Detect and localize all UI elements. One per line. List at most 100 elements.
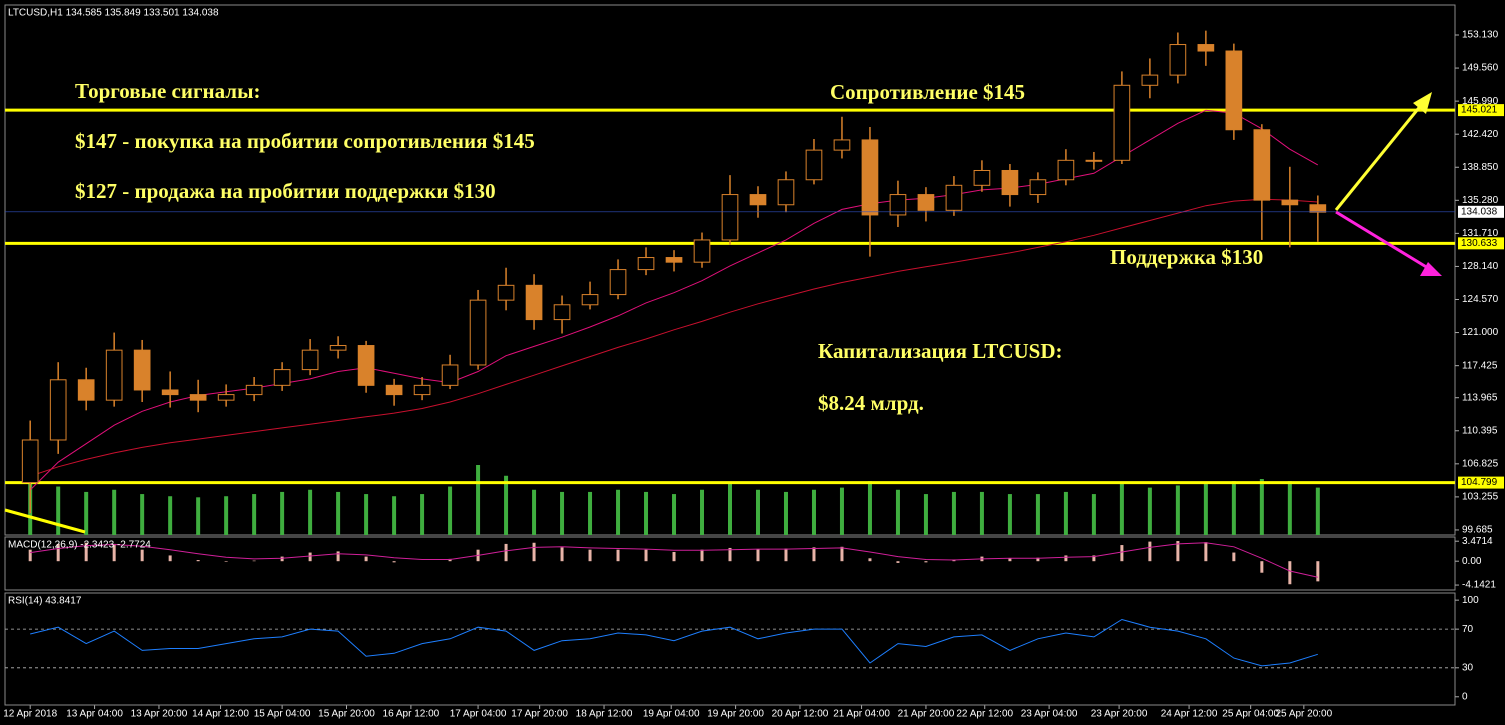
x-tick-label: 22 Apr 12:00 <box>956 709 1013 720</box>
level-label-box <box>1458 476 1504 489</box>
candle-body <box>525 284 543 321</box>
x-tick-label: 13 Apr 20:00 <box>131 709 188 720</box>
y-tick-label: 153.130 <box>1462 30 1499 41</box>
candle-body <box>749 194 767 206</box>
volume-bar <box>1287 481 1292 535</box>
candle-body <box>469 299 487 366</box>
macd-bar <box>756 549 760 562</box>
rsi-line <box>30 618 1318 667</box>
y-tick-label: 113.965 <box>1462 392 1498 403</box>
macd-bar <box>28 549 32 562</box>
annotation: $147 - покупка на пробитии сопротивления… <box>75 129 535 153</box>
macd-bar <box>896 561 900 563</box>
x-tick-label: 24 Apr 12:00 <box>1161 709 1218 720</box>
annotation: $8.24 млрд. <box>818 391 924 415</box>
macd-bar <box>1176 541 1180 562</box>
level-label: 145.021 <box>1461 105 1498 116</box>
candle-body <box>665 257 683 263</box>
x-tick-label: 14 Apr 12:00 <box>192 709 249 720</box>
plot: 153.130 149.560 145.990 142.420 138.850 135.2… <box>3 4 1504 720</box>
volume-bar <box>644 491 649 535</box>
volume-bar <box>84 491 89 535</box>
macd-bar <box>1232 552 1236 562</box>
y-tick-label: 135.280 <box>1462 195 1499 206</box>
macd-bar <box>196 560 200 562</box>
y-tick-label: 106.825 <box>1462 458 1499 469</box>
volume-bar <box>616 489 621 535</box>
volume-bar <box>560 491 565 535</box>
volume-bar <box>1119 483 1124 535</box>
arrow-up <box>1334 103 1424 211</box>
arrow-head <box>1420 262 1442 276</box>
panel-title: MACD(12,26,9) -2.3423 -2.7724 <box>8 540 151 551</box>
macd-bar <box>1008 558 1012 562</box>
candle-body <box>189 394 207 401</box>
y-tick-label: 124.570 <box>1462 294 1499 305</box>
candle-body <box>1141 74 1159 86</box>
volume-bar <box>196 497 201 535</box>
y-tick-label: 0.00 <box>1462 556 1482 567</box>
y-tick-label: 121.000 <box>1462 327 1499 338</box>
x-tick-label: 12 Apr 2018 <box>3 709 57 720</box>
candle-body <box>1281 199 1299 206</box>
x-tick-label: 23 Apr 20:00 <box>1091 709 1148 720</box>
volume-bar <box>979 491 984 535</box>
macd-bar <box>448 558 452 562</box>
candle-body <box>301 349 319 371</box>
volume-bar <box>504 475 509 535</box>
macd-bar <box>280 556 284 562</box>
macd-bar <box>140 549 144 562</box>
annotation: Поддержка $130 <box>1110 245 1263 269</box>
macd-bar <box>112 543 116 562</box>
volume-bar <box>420 494 425 535</box>
annotation: Сопротивление $145 <box>830 80 1025 104</box>
candle-body <box>693 239 711 263</box>
y-tick-label: -4.1421 <box>1462 580 1496 591</box>
macd-bar <box>924 561 928 563</box>
y-tick-label: 0 <box>1462 691 1468 702</box>
signal-line <box>30 542 1318 578</box>
macd-bar <box>252 560 256 562</box>
macd-bar <box>364 556 368 562</box>
x-tick-label: 17 Apr 04:00 <box>450 709 507 720</box>
y-tick-label: 131.710 <box>1462 228 1499 239</box>
y-tick-label: 110.395 <box>1462 425 1498 436</box>
panel-frame <box>4 592 1456 706</box>
candle-body <box>1225 50 1243 131</box>
candle-body <box>833 139 851 151</box>
last-price-label: 134.038 <box>1461 206 1498 217</box>
x-tick-label: 18 Apr 12:00 <box>576 709 633 720</box>
candle-body <box>637 257 655 271</box>
candle-body <box>917 194 935 211</box>
y-tick-label: 138.850 <box>1462 162 1499 173</box>
y-tick-label: 145.990 <box>1462 96 1499 107</box>
volume-bar <box>1315 487 1320 535</box>
arrow-head <box>1413 92 1432 114</box>
candle-body <box>1197 44 1215 52</box>
macd-bar <box>672 551 676 562</box>
candle-body <box>49 379 67 441</box>
candle-body <box>861 139 879 216</box>
y-tick-label: 30 <box>1462 662 1474 673</box>
x-tick-label: 19 Apr 20:00 <box>707 709 764 720</box>
macd-bar <box>1148 541 1152 562</box>
candle-body <box>1113 84 1131 161</box>
macd-bar <box>784 548 788 562</box>
x-tick-label: 25 Apr 20:00 <box>1275 709 1332 720</box>
candle-body <box>329 345 347 351</box>
volume-bar <box>224 496 229 535</box>
macd-bar <box>56 543 60 562</box>
x-tick-label: 16 Apr 12:00 <box>383 709 440 720</box>
volume-bar <box>140 494 145 535</box>
candle-body <box>161 389 179 396</box>
candle-body <box>245 384 263 396</box>
level-label: 130.633 <box>1461 238 1498 249</box>
x-tick-label: 15 Apr 20:00 <box>318 709 375 720</box>
candle-body <box>273 369 291 386</box>
y-tick-label: 103.255 <box>1462 492 1499 503</box>
volume-bar <box>252 494 257 535</box>
volume-bar <box>895 489 900 535</box>
candle-body <box>21 439 39 484</box>
